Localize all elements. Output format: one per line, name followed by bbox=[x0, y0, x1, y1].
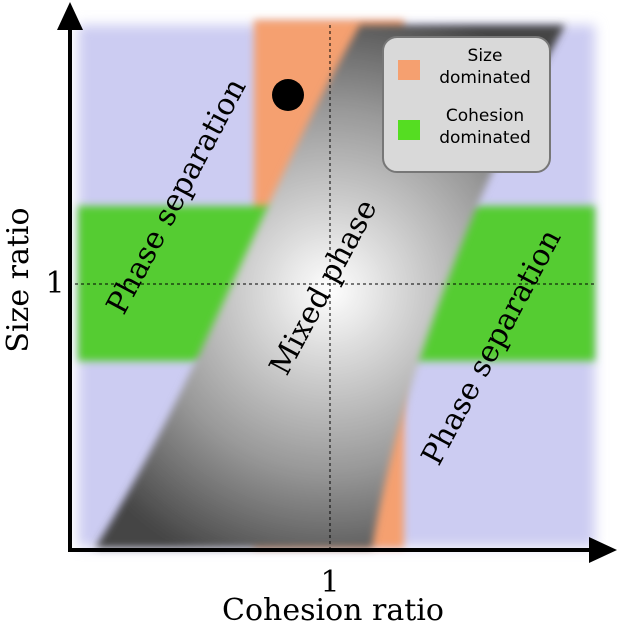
marker bbox=[272, 79, 304, 111]
legend-label: Cohesion dominated bbox=[439, 106, 531, 148]
y-axis-label: Size ratio bbox=[1, 207, 36, 352]
legend: Size dominated Cohesion dominated bbox=[382, 36, 551, 173]
x-tick-label: 1 bbox=[320, 565, 339, 600]
legend-label: Size dominated bbox=[439, 46, 531, 88]
y-arrow bbox=[57, 2, 83, 30]
x-arrow bbox=[589, 537, 617, 563]
legend-swatch bbox=[398, 60, 420, 80]
y-tick-label: 1 bbox=[45, 266, 64, 301]
x-axis-label: Cohesion ratio bbox=[222, 593, 444, 624]
legend-box bbox=[382, 36, 551, 173]
legend-swatch bbox=[398, 120, 420, 140]
